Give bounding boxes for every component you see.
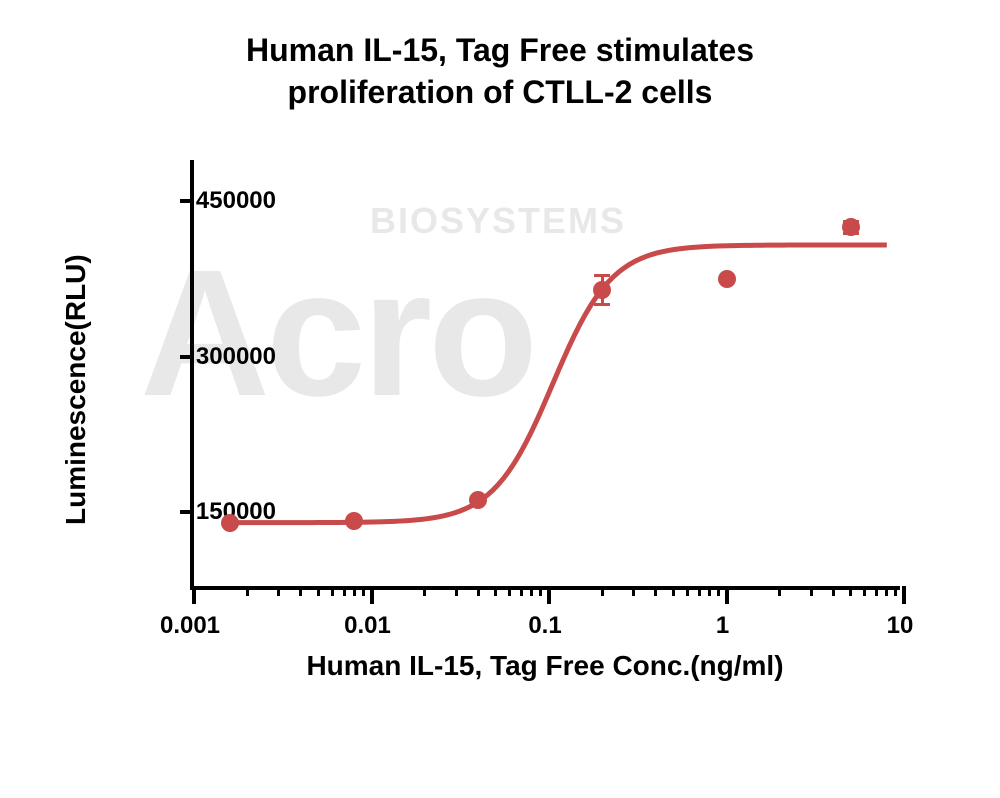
x-tick-label: 1 bbox=[716, 612, 729, 640]
y-tick bbox=[180, 510, 194, 514]
error-cap bbox=[594, 303, 610, 306]
plot-area bbox=[190, 160, 900, 590]
y-axis-label: Luminescence(RLU) bbox=[60, 254, 92, 525]
x-tick-label: 10 bbox=[887, 612, 914, 640]
error-cap bbox=[594, 274, 610, 277]
x-tick-label: 0.1 bbox=[528, 612, 561, 640]
data-point bbox=[593, 281, 611, 299]
chart-title: Human IL-15, Tag Free stimulates prolife… bbox=[0, 30, 1000, 113]
fit-curve bbox=[194, 160, 904, 590]
x-tick-label: 0.001 bbox=[160, 612, 220, 640]
y-tick bbox=[180, 199, 194, 203]
chart-container: BIOSYSTEMS Acro Human IL-15, Tag Free st… bbox=[0, 0, 1000, 798]
data-point bbox=[345, 512, 363, 530]
data-point bbox=[718, 270, 736, 288]
chart-title-line2: proliferation of CTLL-2 cells bbox=[0, 72, 1000, 114]
x-tick-label: 0.01 bbox=[344, 612, 391, 640]
x-axis-label: Human IL-15, Tag Free Conc.(ng/ml) bbox=[190, 650, 900, 682]
y-tick bbox=[180, 355, 194, 359]
chart-title-line1: Human IL-15, Tag Free stimulates bbox=[0, 30, 1000, 72]
data-point bbox=[221, 514, 239, 532]
data-point bbox=[842, 218, 860, 236]
data-point bbox=[469, 491, 487, 509]
